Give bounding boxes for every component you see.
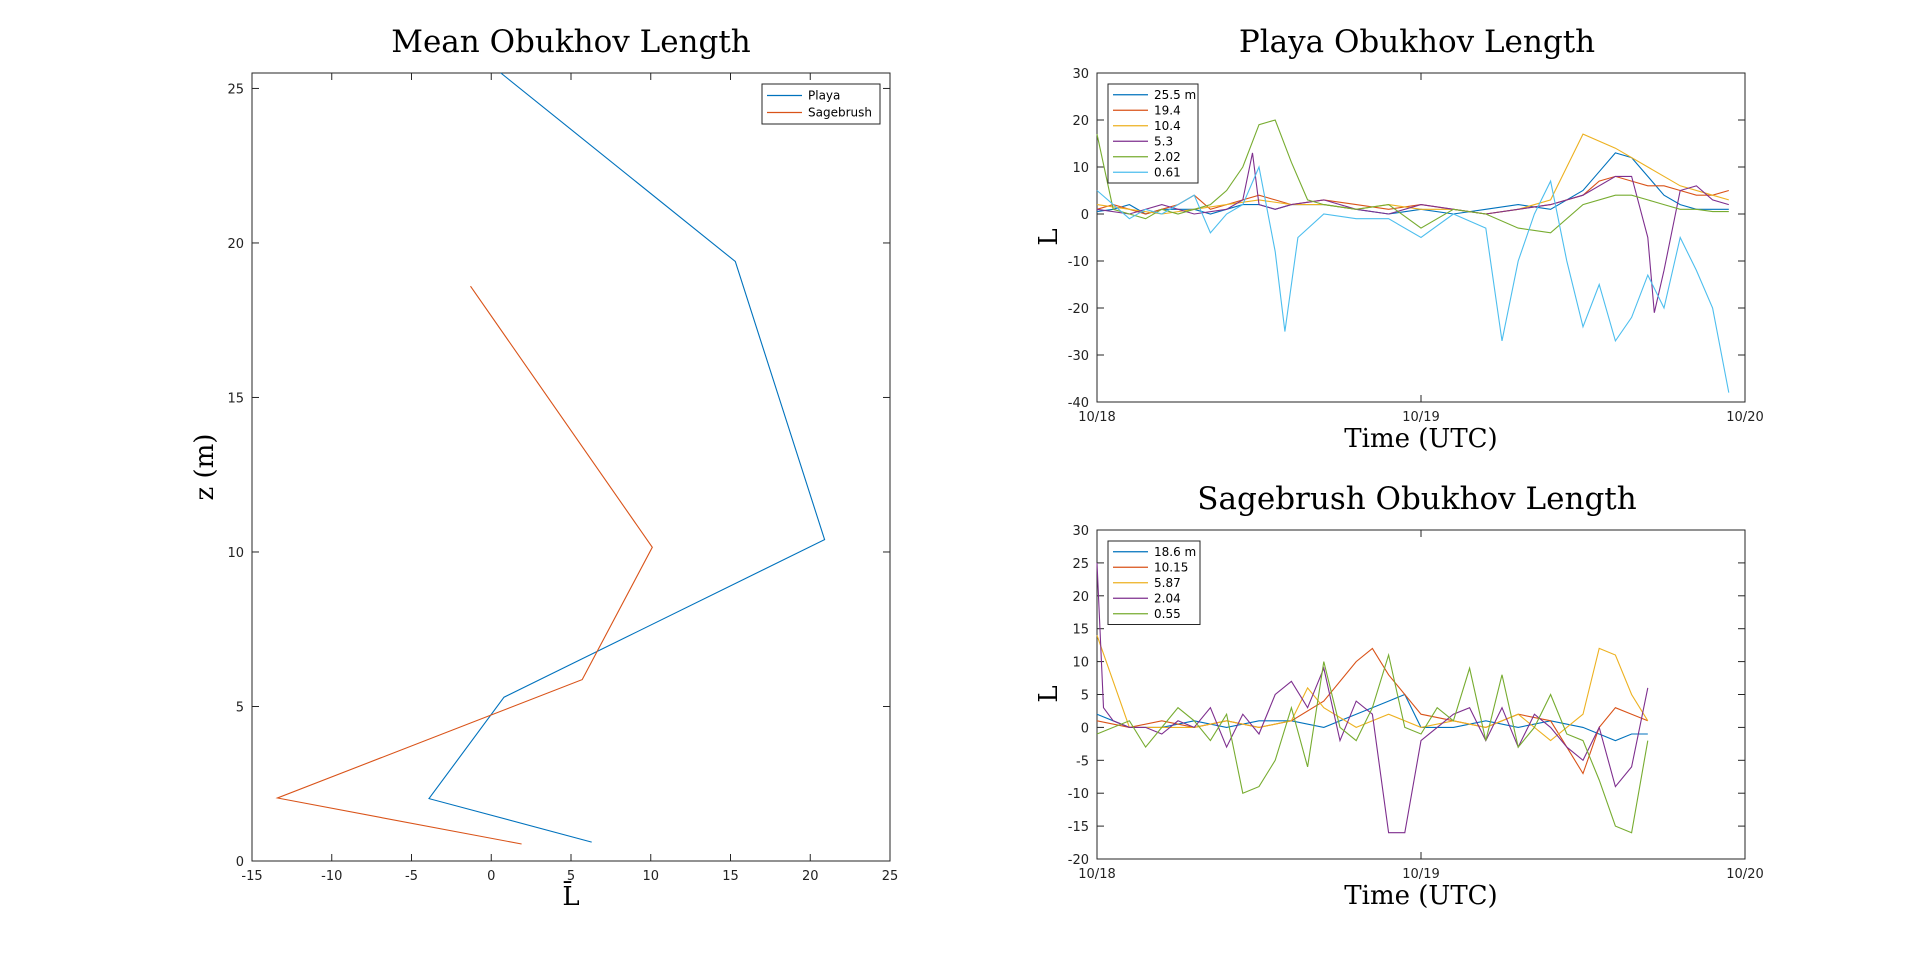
series-line-10-4 <box>1096 133 1729 215</box>
legend-label: Sagebrush <box>808 106 872 120</box>
series-group <box>1096 119 1730 393</box>
legend-label: 2.04 <box>1154 591 1181 605</box>
x-tick-label: 10/20 <box>1726 410 1763 425</box>
y-tick-label: 20 <box>1072 590 1089 605</box>
tick-group: -15 -10 -5 0 5 10 15 20 25 0 5 10 15 20 25 <box>227 73 898 884</box>
y-tick-label: 10 <box>227 546 244 561</box>
y-tick-label: -10 <box>1068 787 1089 802</box>
legend-box <box>1107 83 1199 184</box>
series-line-0-55 <box>1096 652 1649 834</box>
x-tick-label: 20 <box>802 869 819 884</box>
legend: Playa Sagebrush <box>761 83 881 125</box>
legend-label: 2.02 <box>1154 150 1181 164</box>
legend-label: 19.4 <box>1154 103 1181 117</box>
y-tick-label: 0 <box>1081 721 1089 736</box>
y-tick-label: 30 <box>1072 67 1089 82</box>
y-tick-label: 5 <box>236 700 244 715</box>
y-tick-label: -40 <box>1068 396 1089 411</box>
y-tick-label: -15 <box>1068 820 1089 835</box>
y-tick-label: 10 <box>1072 656 1089 671</box>
series-line-2-04 <box>1096 562 1649 834</box>
plot-area <box>251 72 891 862</box>
chart-title: Mean Obukhov Length <box>391 24 751 60</box>
chart-playa: Playa Obukhov Length Time (UTC) L 10/18 1… <box>1034 24 1764 454</box>
y-tick-label: -20 <box>1068 302 1089 317</box>
y-tick-label: 20 <box>227 237 244 252</box>
y-axis-label: L <box>1034 228 1064 245</box>
series-line-playa <box>428 72 826 843</box>
x-tick-label: 10/18 <box>1078 410 1115 425</box>
chart-title: Playa Obukhov Length <box>1239 24 1595 60</box>
x-tick-label: 15 <box>722 869 739 884</box>
series-group <box>1096 562 1649 834</box>
y-axis-label: L <box>1034 685 1064 702</box>
x-axis-label: L̄ <box>562 880 579 912</box>
series-line-5-87 <box>1096 635 1649 742</box>
legend: 25.5 m19.4 10.45.3 2.020.61 <box>1107 83 1199 184</box>
x-tick-label: 5 <box>567 869 575 884</box>
legend-label: 5.3 <box>1154 134 1173 148</box>
legend-box <box>761 83 881 125</box>
y-tick-label: -20 <box>1068 853 1089 868</box>
legend-label: 5.87 <box>1154 576 1181 590</box>
x-tick-label: 0 <box>487 869 495 884</box>
x-axis-label: Time (UTC) <box>1344 881 1497 911</box>
series-line-10-15 <box>1096 647 1649 775</box>
tick-group: 10/18 10/19 10/20 -40 -30 -20 -10 0 10 20 30 <box>1068 67 1764 425</box>
x-axis-label: Time (UTC) <box>1344 424 1497 454</box>
chart-sagebrush: Sagebrush Obukhov Length Time (UTC) L 10… <box>1034 481 1764 911</box>
x-tick-label: 10/20 <box>1726 867 1763 882</box>
y-tick-label: 15 <box>227 391 244 406</box>
x-tick-label: 25 <box>882 869 899 884</box>
legend: 18.6 m10.15 5.872.04 0.55 <box>1107 540 1201 625</box>
y-tick-label: 10 <box>1072 161 1089 176</box>
x-tick-label: 10/19 <box>1402 410 1439 425</box>
y-tick-label: -5 <box>1076 754 1089 769</box>
chart-mean: Mean Obukhov Length L̄ z (m) -15 -10 -5 0 5 1… <box>190 24 898 912</box>
series-line-2-02 <box>1096 119 1729 234</box>
legend-label: 18.6 m <box>1154 545 1196 559</box>
y-tick-label: 0 <box>1081 208 1089 223</box>
x-tick-label: 10/18 <box>1078 867 1115 882</box>
legend-label: 0.61 <box>1154 165 1181 179</box>
x-tick-label: -5 <box>405 869 418 884</box>
y-tick-label: 0 <box>236 855 244 870</box>
series-line-18-6-m <box>1096 693 1648 742</box>
x-tick-label: 10/19 <box>1402 867 1439 882</box>
y-tick-label: 25 <box>227 82 244 97</box>
y-tick-label: 25 <box>1072 557 1089 572</box>
y-axis-label: z (m) <box>190 434 220 501</box>
legend-label: 10.15 <box>1154 560 1188 574</box>
y-tick-label: -10 <box>1068 255 1089 270</box>
x-tick-label: 10 <box>642 869 659 884</box>
legend-label: 0.55 <box>1154 607 1181 621</box>
legend-label: 10.4 <box>1154 119 1181 133</box>
legend-label: 25.5 m <box>1154 88 1196 102</box>
y-tick-label: 20 <box>1072 114 1089 129</box>
y-tick-label: 5 <box>1081 689 1089 704</box>
y-tick-label: 30 <box>1072 524 1089 539</box>
series-line-5-3 <box>1096 152 1729 313</box>
series-group <box>275 72 826 845</box>
x-tick-label: -10 <box>321 869 342 884</box>
series-line-sagebrush <box>275 285 653 845</box>
x-tick-label: -15 <box>241 869 262 884</box>
series-line-0-61 <box>1096 165 1730 393</box>
legend-label: Playa <box>808 89 840 103</box>
y-tick-label: -30 <box>1068 349 1089 364</box>
chart-title: Sagebrush Obukhov Length <box>1197 481 1636 517</box>
y-tick-label: 15 <box>1072 623 1089 638</box>
